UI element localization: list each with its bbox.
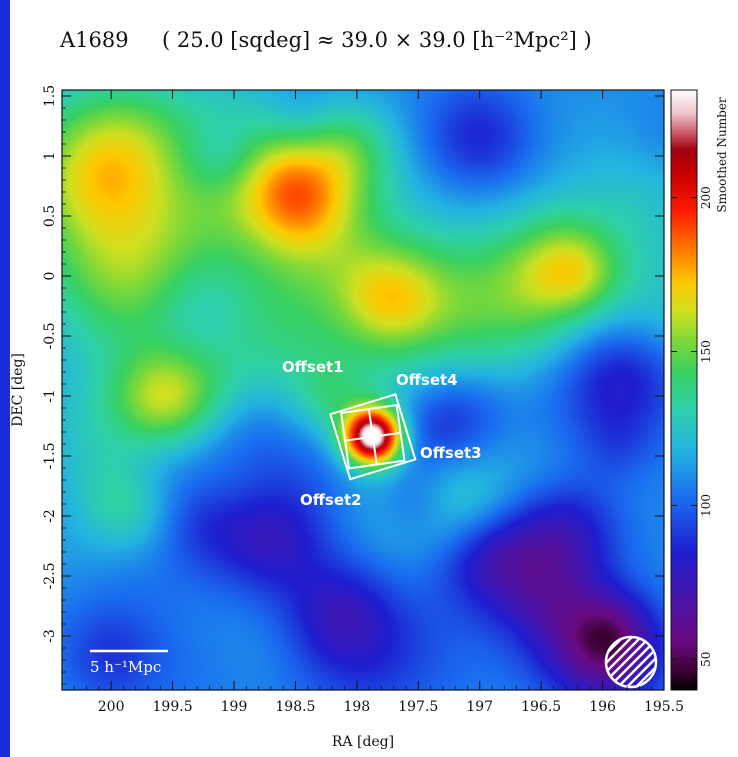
y-tick-label: -2.5 [42,563,58,590]
axes: 200 199.5 199 198.5 198 197.5 197 196.5 196 195.5… [42,85,684,715]
colorbar-label: Smoothed Number [715,97,729,213]
x-tick-label: 196 [589,699,616,715]
colorbar-tick-label: 200 [699,186,713,209]
x-tick-label: 197 [466,699,493,715]
y-tick-label: 0 [42,272,58,281]
offset-label-4: Offset4 [396,371,458,389]
colorbar-tick-label: 150 [699,340,713,363]
x-tick-label: 200 [98,699,125,715]
x-tick-label: 196.5 [521,699,561,715]
x-tick-label: 198.5 [275,699,315,715]
plot-frame [61,89,665,691]
left-border [0,0,10,757]
x-tick-label: 198 [343,699,370,715]
colorbar-gradient [670,89,698,691]
y-tick-label: -2 [42,509,58,523]
y-tick-label: -3 [42,629,58,643]
y-tick-label: -1 [42,389,58,403]
pointing-square-outer [329,393,417,481]
x-tick-label: 199 [221,699,248,715]
chart-title: A1689 ( 25.0 [sqdeg] ≈ 39.0 × 39.0 [h⁻²M… [60,28,592,52]
heatmap-image [62,90,664,690]
offset-label-1: Offset1 [282,358,344,376]
y-tick-label: 1 [42,152,58,161]
area-text: ( 25.0 [sqdeg] ≈ 39.0 × 39.0 [h⁻²Mpc²] ) [162,28,592,52]
scale-bar-label: 5 h⁻¹Mpc [90,658,161,676]
offset-label-2: Offset2 [300,491,362,509]
y-tick-label: -1.5 [42,443,58,470]
cluster-name: A1689 [60,28,129,52]
y-axis-label: DEC [deg] [10,353,26,427]
colorbar-tick-label: 50 [699,652,713,667]
x-axis-label: RA [deg] [332,734,394,750]
offset-label-3: Offset3 [420,444,482,462]
x-tick-label: 197.5 [398,699,438,715]
y-tick-label: 0.5 [42,205,58,227]
pointing-cross [344,408,401,465]
y-tick-label: -0.5 [42,323,58,350]
beam-outline [604,635,658,689]
x-tick-label: 195.5 [644,699,684,715]
colorbar: 50 100 150 200 [670,89,713,691]
x-tick-label: 199.5 [153,699,193,715]
colorbar-tick-label: 100 [699,494,713,517]
y-tick-label: 1.5 [42,85,58,107]
